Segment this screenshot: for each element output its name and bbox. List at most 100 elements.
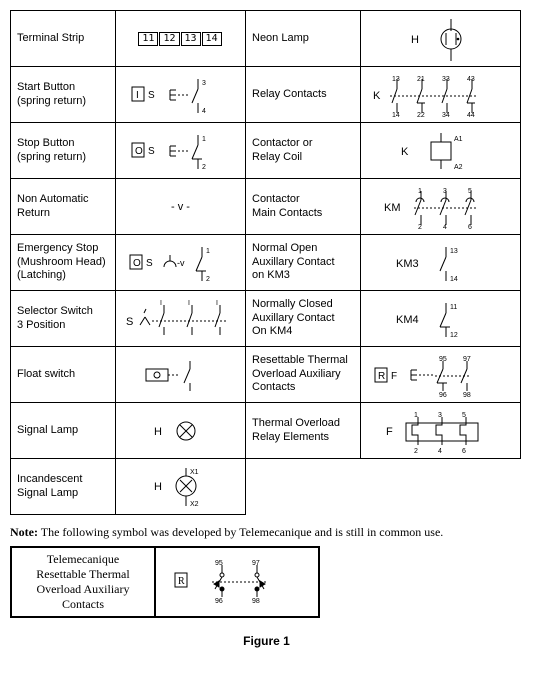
svg-text:2: 2 — [418, 224, 422, 229]
svg-text:3: 3 — [438, 412, 442, 419]
svg-text:K: K — [373, 90, 381, 102]
svg-text:98: 98 — [463, 392, 471, 397]
label-relay-contacts: Relay Contacts — [246, 67, 361, 123]
svg-text:K: K — [401, 146, 409, 158]
symbol-non-auto-return: - v - — [116, 179, 246, 235]
svg-text:S: S — [126, 316, 133, 328]
svg-text:6: 6 — [468, 224, 472, 229]
label-no-aux-km3: Normal OpenAuxillary Contacton KM3 — [246, 235, 361, 291]
label-resettable-thermal: Resettable ThermalOverload AuxiliaryCont… — [246, 347, 361, 403]
table-row: Signal Lamp H Thermal OverloadRelay Elem… — [11, 403, 521, 459]
svg-text:S: S — [148, 146, 155, 157]
symbol-relay-contacts: K 13213343 14223444 — [361, 67, 521, 123]
svg-text:S: S — [148, 90, 155, 101]
symbol-nc-aux-km4: KM4 11 12 — [361, 291, 521, 347]
table-row: Stop Button(spring return) O S 1 2 Conta… — [11, 123, 521, 179]
label-start-button: Start Button(spring return) — [11, 67, 116, 123]
table-row: Start Button(spring return) I S 3 4 Rela… — [11, 67, 521, 123]
svg-text:3: 3 — [202, 80, 206, 87]
svg-text:21: 21 — [417, 76, 425, 83]
symbol-neon-lamp: H — [361, 11, 521, 67]
svg-text:-v: -v — [177, 258, 185, 268]
label-stop-button: Stop Button(spring return) — [11, 123, 116, 179]
svg-text:O: O — [133, 258, 141, 269]
svg-text:S: S — [146, 258, 153, 269]
svg-text:1: 1 — [202, 136, 206, 143]
svg-text:2: 2 — [414, 448, 418, 453]
svg-text:44: 44 — [467, 112, 475, 117]
symbol-resettable-thermal: R F 9597 9698 — [361, 347, 521, 403]
symbol-signal-lamp: H — [116, 403, 246, 459]
svg-text:KM4: KM4 — [396, 314, 419, 326]
svg-text:22: 22 — [417, 112, 425, 117]
label-emergency-stop: Emergency Stop(Mushroom Head)(Latching) — [11, 235, 116, 291]
note-bold: Note: — [10, 525, 38, 539]
symbol-contactor-coil: K A1 A2 — [361, 123, 521, 179]
neon-letter: H — [411, 34, 419, 46]
svg-text:A2: A2 — [454, 164, 463, 171]
svg-text:O: O — [135, 146, 143, 157]
svg-text:2: 2 — [206, 276, 210, 283]
symbol-contactor-main: KM 1 3 5 2 4 6 — [361, 179, 521, 235]
svg-text:43: 43 — [467, 76, 475, 83]
symbol-start-button: I S 3 4 — [116, 67, 246, 123]
svg-text:I: I — [216, 300, 218, 307]
svg-text:1: 1 — [418, 188, 422, 195]
table-row: IncandescentSignal Lamp H X1 X2 — [11, 459, 521, 515]
symbol-emergency-stop: O S -v 1 2 — [116, 235, 246, 291]
symbol-table: Terminal Strip 11121314 Neon Lamp H Star… — [10, 10, 521, 515]
label-nc-aux-km4: Normally ClosedAuxillary ContactOn KM4 — [246, 291, 361, 347]
svg-text:4: 4 — [202, 108, 206, 115]
svg-text:5: 5 — [468, 188, 472, 195]
symbol-selector-switch: S I I I — [116, 291, 246, 347]
table-row: Non AutomaticReturn - v - ContactorMain … — [11, 179, 521, 235]
label-neon-lamp: Neon Lamp — [246, 11, 361, 67]
svg-text:R: R — [178, 576, 185, 587]
label-contactor-main: ContactorMain Contacts — [246, 179, 361, 235]
svg-text:95: 95 — [439, 356, 447, 363]
svg-text:X1: X1 — [190, 469, 199, 476]
svg-text:F: F — [386, 426, 393, 438]
svg-text:4: 4 — [438, 448, 442, 453]
label-signal-lamp: Signal Lamp — [11, 403, 116, 459]
svg-text:H: H — [154, 426, 162, 438]
label-thermal-elements: Thermal OverloadRelay Elements — [246, 403, 361, 459]
svg-text:5: 5 — [462, 412, 466, 419]
svg-text:11: 11 — [450, 304, 457, 311]
table-row: Float switch Resettable ThermalOverload … — [11, 347, 521, 403]
svg-text:6: 6 — [462, 448, 466, 453]
table-row: Emergency Stop(Mushroom Head)(Latching) … — [11, 235, 521, 291]
label-incandescent-lamp: IncandescentSignal Lamp — [11, 459, 116, 515]
svg-text:KM: KM — [384, 202, 401, 214]
symbol-terminal-strip: 11121314 — [116, 11, 246, 67]
note-rest: The following symbol was developed by Te… — [38, 525, 443, 539]
svg-text:I: I — [136, 90, 139, 101]
num-96: 96 — [215, 598, 223, 605]
table-row: Terminal Strip 11121314 Neon Lamp H — [11, 11, 521, 67]
num-95: 95 — [215, 560, 223, 567]
svg-text:33: 33 — [442, 76, 450, 83]
symbol-no-aux-km3: KM3 1314 — [361, 235, 521, 291]
label-contactor-coil: Contactor orRelay Coil — [246, 123, 361, 179]
symbol-thermal-elements: F 135 246 — [361, 403, 521, 459]
num-98: 98 — [252, 598, 260, 605]
sub-label: TelemecaniqueResettable ThermalOverload … — [11, 547, 155, 617]
svg-text:97: 97 — [463, 356, 471, 363]
svg-text:4: 4 — [443, 224, 447, 229]
label-non-auto-return: Non AutomaticReturn — [11, 179, 116, 235]
svg-text:R: R — [378, 371, 385, 382]
svg-text:3: 3 — [443, 188, 447, 195]
svg-text:34: 34 — [442, 112, 450, 117]
svg-text:12: 12 — [450, 332, 458, 339]
svg-text:14: 14 — [450, 276, 458, 283]
svg-text:I: I — [188, 300, 190, 307]
table-row: Selector Switch3 Position S III Normally… — [11, 291, 521, 347]
svg-text:I: I — [160, 300, 162, 307]
sub-table: TelemecaniqueResettable ThermalOverload … — [10, 546, 320, 618]
svg-text:H: H — [154, 481, 162, 493]
symbol-stop-button: O S 1 2 — [116, 123, 246, 179]
svg-text:1: 1 — [206, 248, 210, 255]
figure-caption: Figure 1 — [10, 634, 523, 648]
svg-text:KM3: KM3 — [396, 258, 419, 270]
label-terminal-strip: Terminal Strip — [11, 11, 116, 67]
